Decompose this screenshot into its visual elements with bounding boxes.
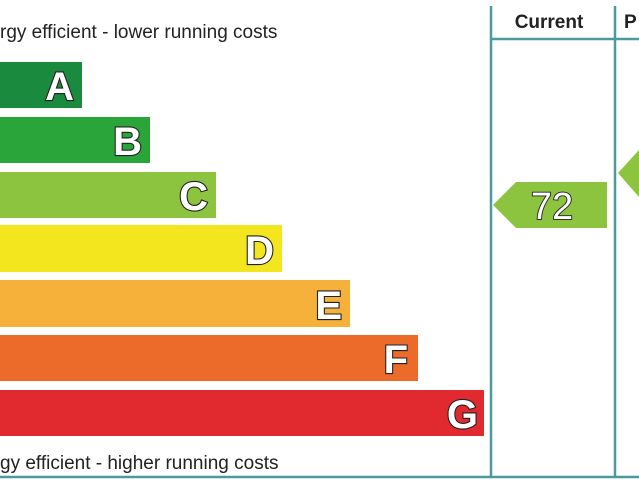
band-e	[0, 280, 350, 327]
band-d	[0, 225, 282, 272]
bands	[0, 62, 484, 436]
bottom-caption: gy efficient - higher running costs	[0, 453, 278, 474]
band-letter: B	[113, 120, 142, 164]
band-letter: E	[315, 284, 342, 328]
band-letter: G	[447, 393, 478, 437]
current-header: Current	[515, 12, 584, 33]
band-letter: C	[179, 175, 208, 219]
potential-header: P	[624, 12, 637, 33]
band-g	[0, 390, 484, 436]
band-a	[0, 62, 82, 108]
current-arrow	[493, 182, 607, 228]
current-rating: 72	[531, 186, 573, 228]
top-caption: rgy efficient - lower running costs	[0, 22, 277, 43]
band-letter: D	[245, 229, 274, 273]
band-c	[0, 172, 216, 218]
band-letter: A	[45, 65, 74, 109]
potential-arrow	[618, 150, 639, 197]
band-letter: F	[384, 338, 408, 382]
band-b	[0, 117, 150, 163]
band-f	[0, 335, 418, 381]
